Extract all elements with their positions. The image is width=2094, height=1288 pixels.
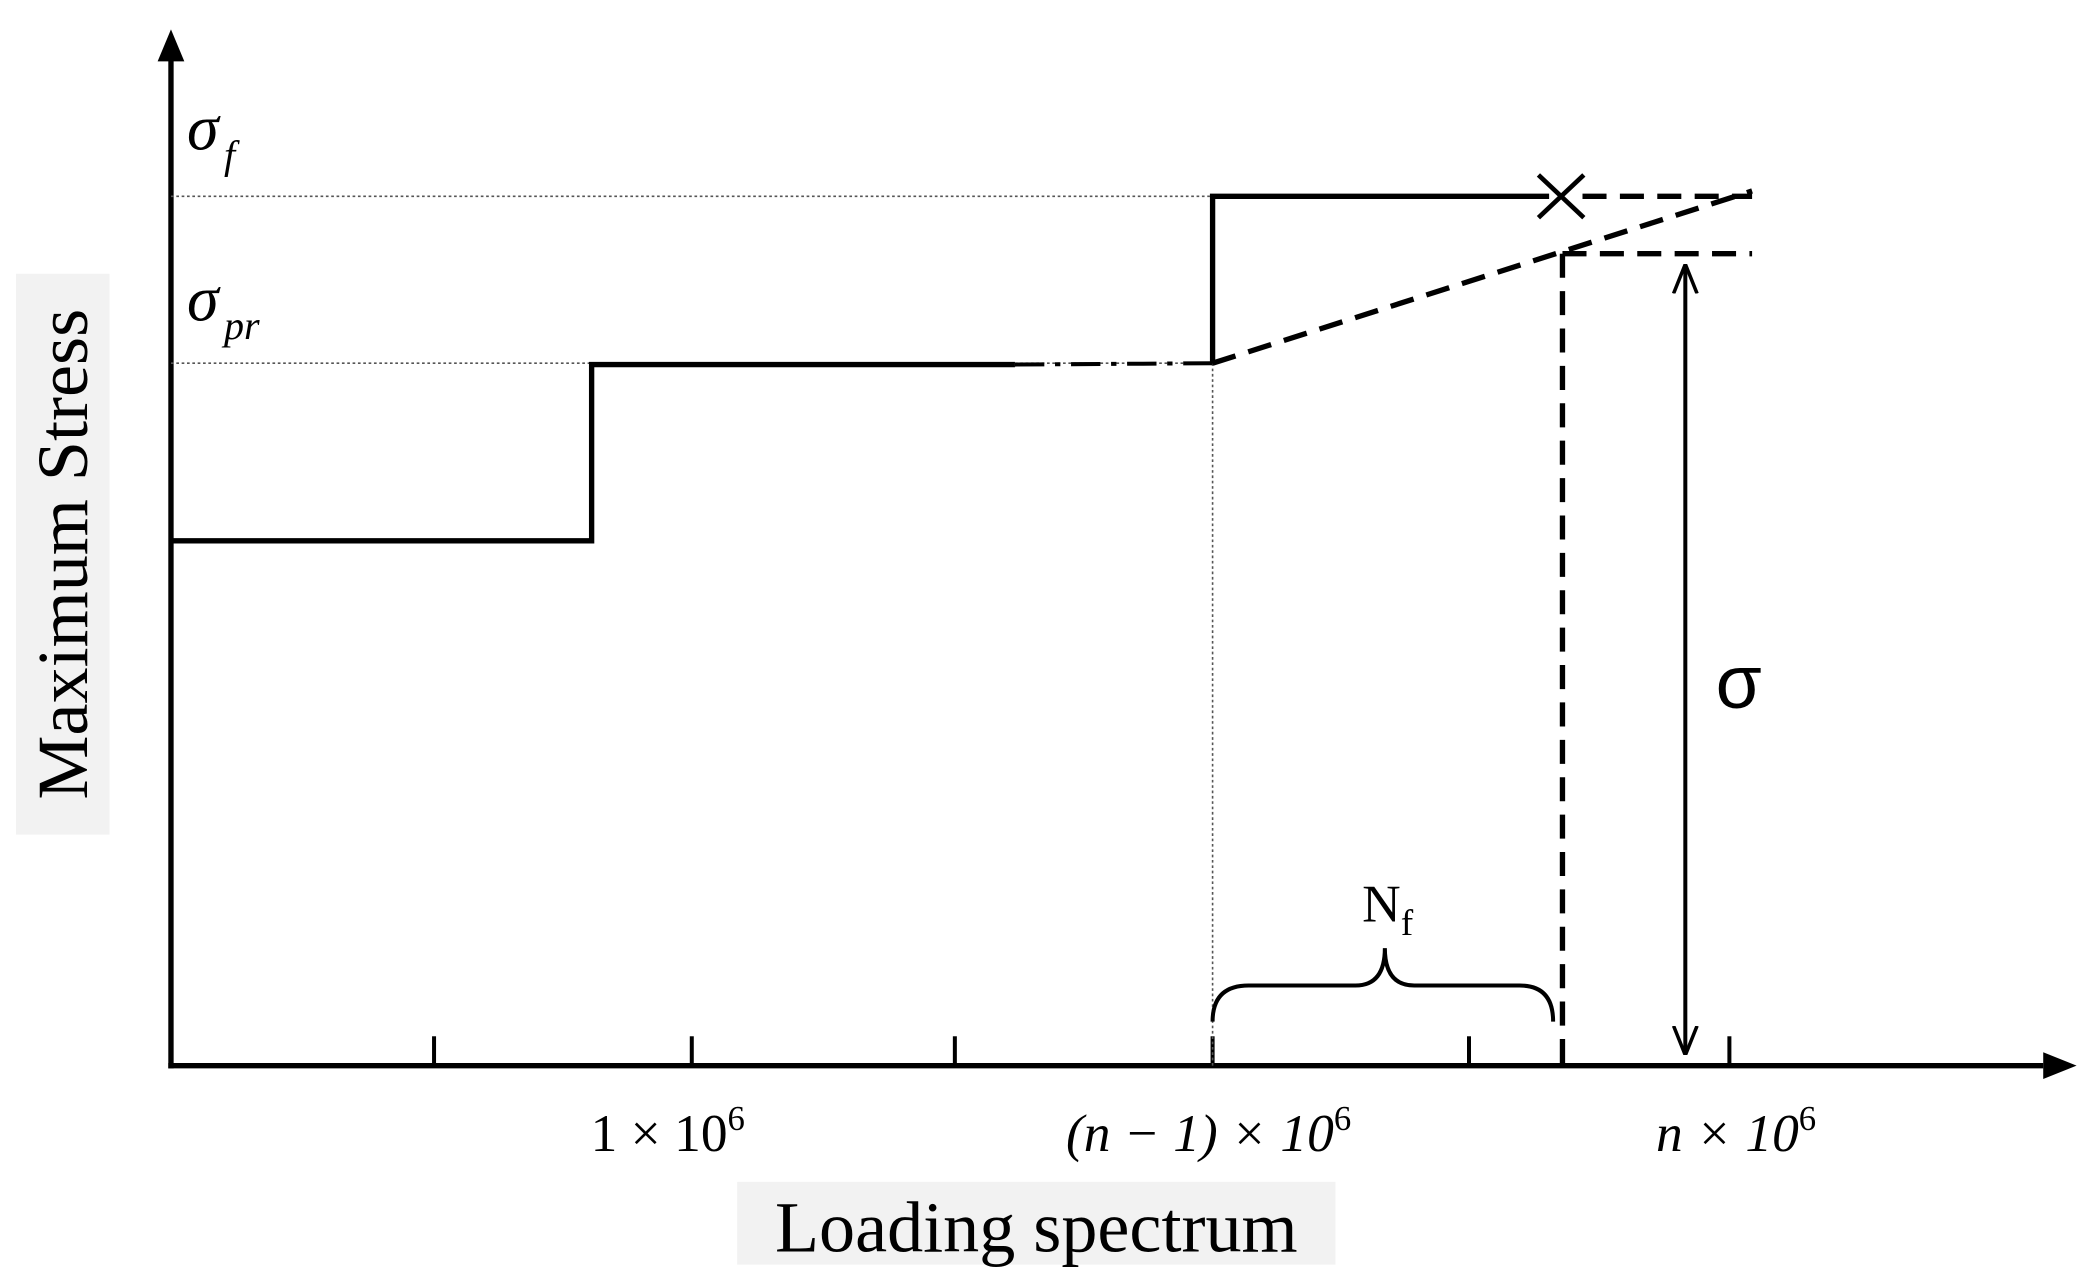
text: 1 × 10 (591, 1103, 728, 1163)
x-label-1: 1 × 106 (591, 1099, 745, 1163)
text: n × 10 (1656, 1103, 1799, 1163)
y-label-bg (16, 273, 110, 835)
text: 6 (1799, 1099, 1816, 1138)
y-axis-label: Maximum Stress (23, 309, 103, 800)
x-label-3: n × 106 (1656, 1099, 1816, 1163)
dashed-lines (1211, 188, 1753, 1066)
x-label-2: (n − 1) × 106 (1066, 1099, 1351, 1163)
axes (157, 29, 2077, 1080)
sigma-pr-label: σ pr (187, 263, 260, 348)
y-arrow (157, 29, 185, 62)
subscript: f (224, 132, 240, 177)
symbol: σ (187, 263, 221, 334)
text: f (1401, 903, 1414, 944)
text: 6 (1334, 1099, 1351, 1138)
subscript: pr (221, 303, 260, 348)
load-steps (170, 173, 1586, 544)
x-axis-label: Loading spectrum (775, 1187, 1298, 1267)
text: N (1362, 873, 1401, 933)
text: (n − 1) × 10 (1066, 1103, 1334, 1163)
nf-label: Nf (1362, 873, 1414, 943)
x-label-bg (737, 1181, 1336, 1265)
symbol: σ (187, 93, 221, 164)
stress-range-label: σ (1716, 640, 1762, 724)
guide-lines (170, 195, 1214, 1066)
text: 6 (728, 1099, 745, 1138)
brace (1210, 948, 1556, 1022)
x-arrow (2043, 1052, 2077, 1080)
ticks (432, 1036, 1732, 1066)
